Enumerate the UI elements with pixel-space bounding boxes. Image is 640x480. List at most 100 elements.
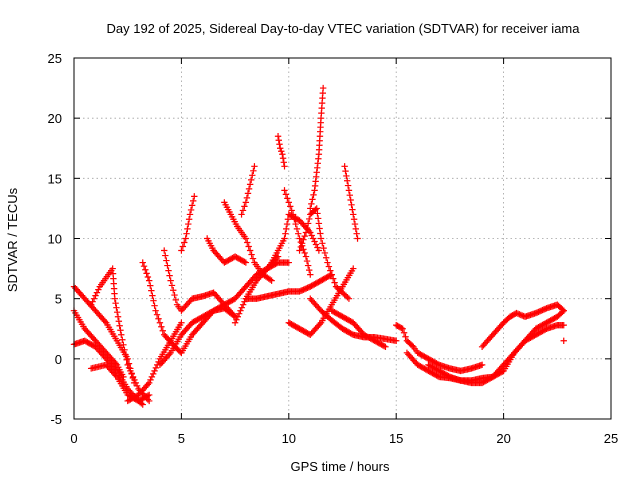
data-point: [354, 235, 361, 242]
y-axis-label: SDTVAR / TECUs: [5, 187, 20, 292]
data-point: [116, 322, 123, 329]
data-point: [312, 206, 319, 213]
data-point: [316, 321, 323, 328]
data-point: [350, 211, 357, 218]
data-point: [242, 199, 250, 206]
data-point: [165, 267, 172, 274]
data-point: [348, 201, 355, 209]
data-point: [168, 282, 176, 289]
data-point: [150, 370, 157, 378]
data-point: [346, 191, 354, 199]
x-tick-label: 20: [496, 431, 510, 446]
data-point: [400, 329, 408, 336]
y-tick-label: 25: [48, 51, 62, 66]
data-point: [293, 225, 301, 233]
data-point: [284, 195, 291, 202]
data-point: [149, 292, 156, 299]
data-point: [172, 296, 180, 304]
data-point: [117, 327, 124, 334]
data-point: [319, 84, 327, 92]
data-point: [560, 337, 567, 344]
data-point: [191, 193, 198, 200]
data-points: [70, 84, 567, 408]
data-point: [344, 182, 352, 189]
data-point: [402, 333, 409, 340]
data-point: [345, 295, 353, 302]
y-tick-label: 0: [55, 352, 62, 367]
data-point: [129, 373, 137, 381]
data-point: [239, 301, 247, 308]
data-point: [164, 262, 171, 269]
data-point: [320, 244, 327, 252]
data-point: [328, 271, 335, 278]
data-point: [145, 379, 153, 387]
data-point: [327, 267, 334, 274]
data-point: [345, 187, 353, 194]
data-point: [166, 272, 173, 279]
data-point: [156, 319, 164, 326]
data-point: [344, 177, 351, 184]
data-point: [115, 318, 123, 325]
series-arc-25: [307, 295, 400, 344]
data-point: [120, 341, 127, 348]
data-point: [147, 282, 154, 289]
data-point: [277, 145, 284, 152]
data-point: [139, 401, 146, 408]
data-point: [182, 235, 189, 242]
data-point: [158, 323, 165, 330]
data-point: [343, 172, 350, 180]
series-arc-18: [274, 133, 288, 170]
x-tick-label: 10: [282, 431, 296, 446]
data-point: [143, 270, 150, 277]
data-point: [166, 351, 173, 358]
series-arc-29: [478, 301, 567, 350]
data-point: [248, 251, 255, 258]
data-point: [145, 391, 153, 399]
data-point: [152, 364, 160, 372]
data-point: [246, 247, 254, 254]
data-point: [167, 277, 174, 284]
data-point: [163, 257, 170, 264]
data-point: [304, 262, 312, 269]
data-point: [89, 298, 96, 305]
data-point: [248, 176, 255, 184]
data-point: [235, 310, 243, 317]
data-point: [281, 235, 288, 242]
data-point: [148, 287, 155, 294]
data-point: [139, 259, 146, 266]
data-point: [140, 262, 148, 270]
data-point: [242, 235, 250, 242]
chart-title: Day 192 of 2025, Sidereal Day-to-day VTE…: [106, 21, 580, 36]
data-point: [145, 277, 153, 284]
data-point: [266, 276, 274, 283]
data-point: [304, 220, 312, 227]
data-point: [111, 295, 119, 302]
data-point: [295, 230, 302, 237]
data-point: [519, 312, 526, 319]
data-point: [128, 370, 135, 378]
data-point: [144, 273, 152, 281]
series-arc-16: [242, 271, 335, 302]
data-point: [314, 215, 322, 222]
data-point: [170, 287, 177, 294]
data-point: [238, 304, 246, 311]
data-point: [112, 372, 119, 379]
data-point: [87, 301, 95, 308]
data-point: [306, 215, 313, 223]
data-point: [275, 137, 282, 144]
series-arc-3: [70, 307, 127, 381]
data-point: [324, 259, 331, 266]
series-arc-1: [70, 283, 138, 387]
data-point: [313, 205, 320, 212]
axis-ticks: 0 5 10 15 20 25 -5 0 5 10 15 20 25: [48, 51, 619, 446]
data-point: [120, 373, 127, 381]
data-point: [245, 243, 252, 250]
data-point: [159, 327, 166, 334]
data-point: [329, 275, 337, 282]
data-point: [296, 247, 303, 254]
data-point: [249, 172, 256, 179]
data-point: [303, 224, 311, 232]
series-arc-19: [281, 187, 314, 278]
data-point: [283, 220, 291, 228]
